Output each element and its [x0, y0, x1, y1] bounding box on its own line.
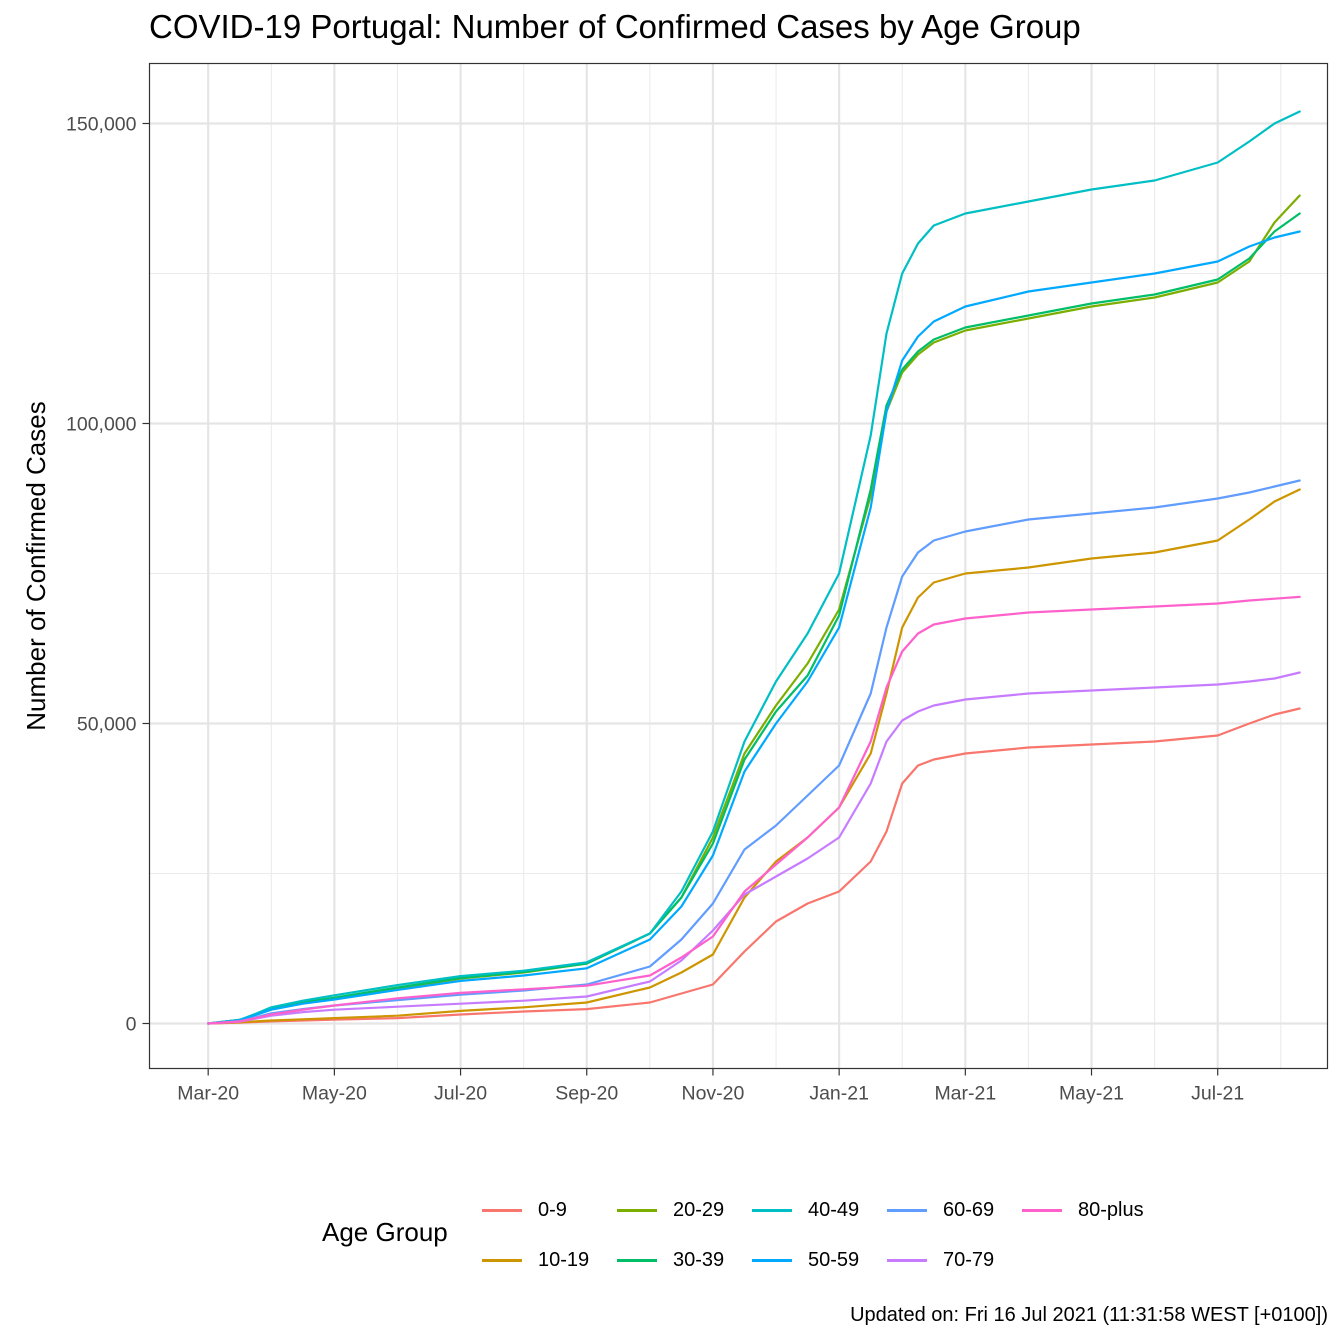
series-line-0-9 — [207, 707, 1301, 1025]
y-tick-label: 50,000 — [77, 714, 137, 736]
series-line-70-79 — [207, 671, 1301, 1025]
y-tick-label: 0 — [126, 1014, 137, 1036]
series-line-50-59 — [207, 230, 1301, 1025]
series-line-10-19 — [207, 488, 1301, 1025]
legend-item-80-plus: 80-plus — [1022, 1190, 1144, 1230]
x-tick-label: Nov-20 — [682, 1083, 745, 1105]
legend-label: 40-49 — [808, 1198, 860, 1221]
legend-label: 70-79 — [943, 1248, 995, 1271]
legend-key — [752, 1258, 792, 1262]
legend-key — [482, 1258, 522, 1262]
legend-item-40-49: 40-49 — [752, 1190, 859, 1230]
series-line-80-plus — [207, 595, 1301, 1025]
legend-item-20-29: 20-29 — [617, 1190, 724, 1230]
x-tick-label: Mar-20 — [177, 1083, 239, 1105]
legend-item-70-79: 70-79 — [887, 1240, 994, 1280]
x-tick-label: Jul-21 — [1191, 1083, 1244, 1105]
series-line-30-39 — [207, 212, 1301, 1025]
legend-key — [1022, 1208, 1062, 1212]
legend-item-60-69: 60-69 — [887, 1190, 994, 1230]
legend-label: 50-59 — [808, 1248, 860, 1271]
chart-title: COVID-19 Portugal: Number of Confirmed C… — [149, 8, 1081, 45]
x-tick-label: May-21 — [1059, 1083, 1124, 1105]
legend-title: Age Group — [322, 1217, 448, 1247]
legend-key — [482, 1208, 522, 1212]
legend-key — [617, 1208, 657, 1212]
major-gridlines — [149, 63, 1328, 1069]
plot-panel-background — [149, 63, 1328, 1069]
updated-caption: Updated on: Fri 16 Jul 2021 (11:31:58 WE… — [850, 1304, 1328, 1326]
legend-item-30-39: 30-39 — [617, 1240, 724, 1280]
legend-item-10-19: 10-19 — [482, 1240, 589, 1280]
y-axis-title: Number of Confirmed Cases — [21, 401, 51, 730]
legend-label: 0-9 — [538, 1198, 567, 1221]
series-lines — [207, 110, 1301, 1025]
x-tick-label: Jul-20 — [434, 1083, 487, 1105]
legend-key — [887, 1258, 927, 1262]
legend-label: 20-29 — [673, 1198, 725, 1221]
legend-label: 60-69 — [943, 1198, 995, 1221]
legend-label: 80-plus — [1078, 1198, 1144, 1221]
y-tick-label: 150,000 — [66, 114, 137, 136]
legend-label: 30-39 — [673, 1248, 725, 1271]
x-tick-label: May-20 — [302, 1083, 367, 1105]
x-tick-label: Mar-21 — [934, 1083, 996, 1105]
legend-item-50-59: 50-59 — [752, 1240, 859, 1280]
x-tick-label: Jan-21 — [809, 1083, 869, 1105]
legend-key — [752, 1208, 792, 1212]
legend-key — [887, 1208, 927, 1212]
minor-gridlines — [149, 63, 1328, 1069]
legend: Age Group 0-9 10-19 20-29 30-39 40-49 50-59 60… — [322, 1190, 1222, 1271]
legend-item-0-9: 0-9 — [482, 1190, 567, 1230]
x-axis: Mar-20 May-20 Jul-20 Sep-20 Nov-20 Jan-21 Mar-… — [177, 1068, 1244, 1105]
y-tick-label: 100,000 — [66, 414, 137, 436]
x-tick-label: Sep-20 — [555, 1083, 618, 1105]
series-line-40-49 — [207, 110, 1301, 1025]
legend-key — [617, 1258, 657, 1262]
plot-panel-border — [148, 62, 1329, 1070]
legend-label: 10-19 — [538, 1248, 590, 1271]
y-axis: 0 50,000 100,000 150,000 — [66, 114, 150, 1036]
